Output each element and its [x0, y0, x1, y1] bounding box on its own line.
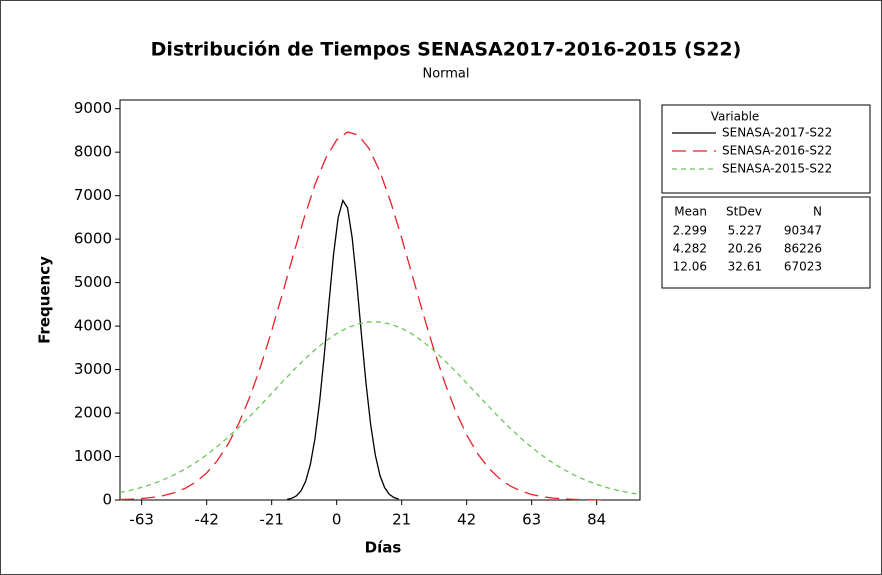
- stats-header: StDev: [726, 205, 762, 219]
- stats-cell: 90347: [784, 224, 822, 238]
- series-line: [119, 321, 641, 496]
- chart-title: Distribución de Tiempos SENASA2017-2016-…: [151, 39, 742, 61]
- y-tick-label: 0: [102, 491, 112, 509]
- legend-box: [661, 104, 871, 194]
- legend-title: Variable: [711, 110, 760, 124]
- legend-label: SENASA-2015-S22: [722, 162, 832, 176]
- stats-header: N: [813, 205, 822, 219]
- x-axis-title: Días: [365, 539, 402, 557]
- x-tick-label: 21: [392, 511, 411, 529]
- x-tick-label: 0: [332, 511, 342, 529]
- stats-cell: 86226: [784, 242, 822, 256]
- x-tick-label: 63: [522, 511, 541, 529]
- stats-cell: 12.06: [673, 260, 707, 274]
- series-line: [286, 198, 399, 500]
- stats-cell: 67023: [784, 260, 822, 274]
- chart-subtitle: Normal: [422, 67, 469, 82]
- stats-cell: 4.282: [673, 242, 707, 256]
- y-tick-label: 5000: [74, 273, 112, 291]
- y-tick-label: 7000: [74, 186, 112, 204]
- y-tick-label: 8000: [74, 143, 112, 161]
- stats-cell: 20.26: [728, 242, 762, 256]
- y-axis-title: Frequency: [36, 256, 54, 344]
- series-line: [119, 131, 608, 501]
- y-tick-label: 9000: [74, 99, 112, 117]
- x-tick-label: 84: [587, 511, 606, 529]
- stats-header: Mean: [674, 205, 707, 219]
- x-tick-label: -63: [129, 511, 154, 529]
- legend-label: SENASA-2016-S22: [722, 144, 832, 158]
- x-tick-label: 42: [457, 511, 476, 529]
- y-tick-label: 1000: [74, 447, 112, 465]
- stats-cell: 2.299: [673, 224, 707, 238]
- y-tick-label: 3000: [74, 360, 112, 378]
- plot-area: [119, 99, 641, 501]
- y-tick-label: 6000: [74, 230, 112, 248]
- stats-cell: 5.227: [728, 224, 762, 238]
- x-tick-label: -21: [259, 511, 284, 529]
- y-tick-label: 2000: [74, 404, 112, 422]
- stats-box: [661, 196, 871, 289]
- y-tick-label: 4000: [74, 317, 112, 335]
- x-tick-label: -42: [194, 511, 219, 529]
- legend-label: SENASA-2017-S22: [722, 126, 832, 140]
- stats-cell: 32.61: [728, 260, 762, 274]
